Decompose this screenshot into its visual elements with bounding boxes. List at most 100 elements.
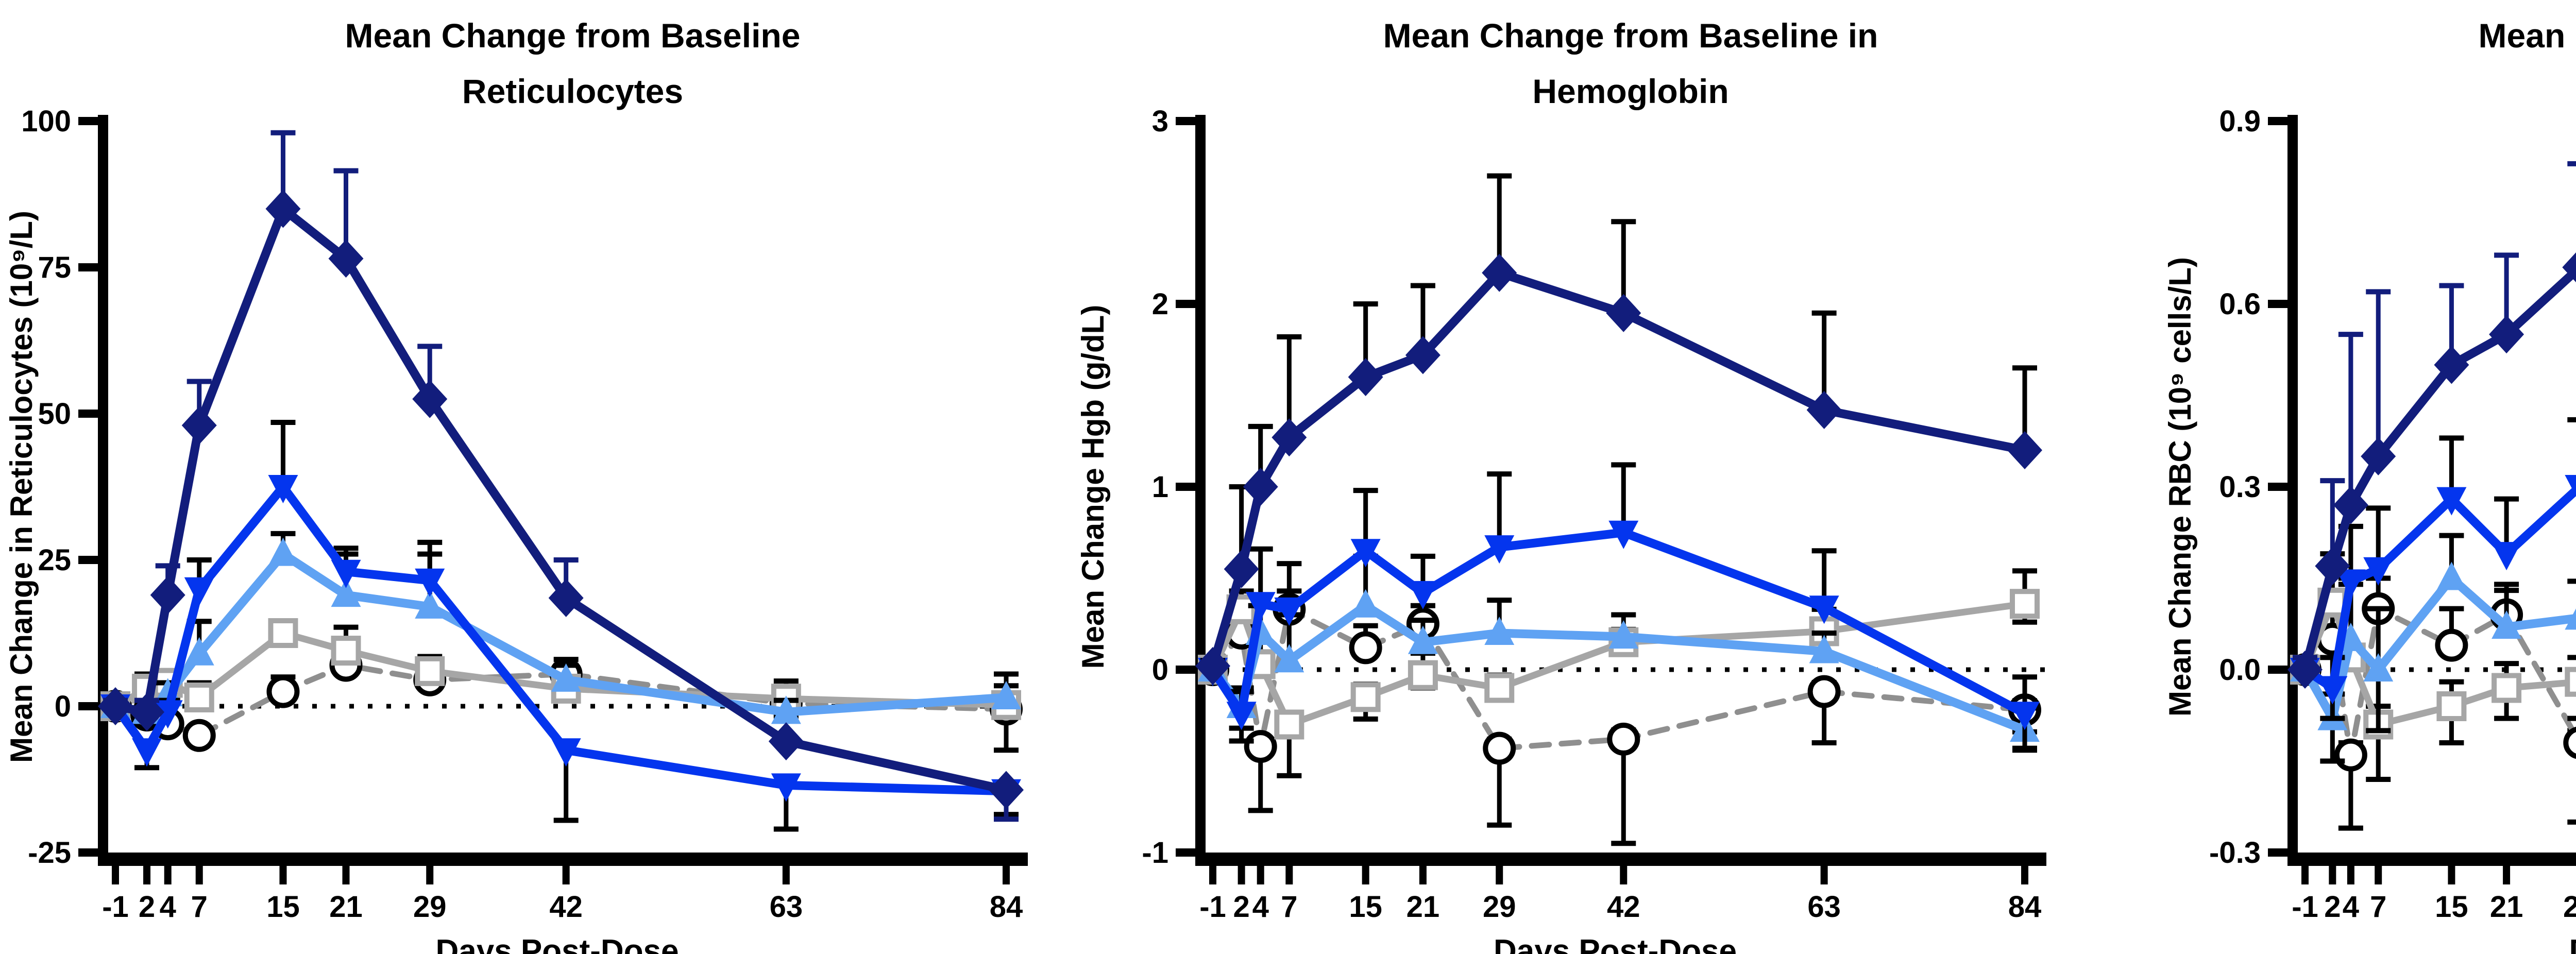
y-tick-label: 2 <box>1152 287 1168 321</box>
data-point-marker-diamond <box>1224 550 1259 588</box>
x-axis-bar <box>98 853 1028 866</box>
x-tick-label: 29 <box>2563 890 2576 924</box>
x-tick <box>1419 866 1427 884</box>
data-point-marker-square <box>331 636 361 666</box>
data-point-marker-diamond <box>412 380 448 418</box>
data-point-marker-diamond <box>2287 651 2323 689</box>
y-tick <box>1176 300 1195 308</box>
y-tick <box>1176 117 1195 125</box>
x-tick-label: 2 <box>1233 890 1249 924</box>
y-tick-label: -0.3 <box>2209 836 2261 870</box>
data-point-marker-circle <box>1244 730 1277 763</box>
data-point-marker-triangle-down <box>2436 487 2467 516</box>
data-point-marker-square <box>2010 589 2040 619</box>
data-point-marker-diamond <box>328 239 364 278</box>
x-tick <box>195 866 203 884</box>
x-tick-label: 21 <box>1406 890 1440 924</box>
data-point-marker-circle <box>1483 731 1516 765</box>
x-tick-label: 84 <box>990 890 1023 924</box>
data-point-marker-triangle-up <box>991 680 1021 709</box>
y-tick-label: -1 <box>1142 836 1168 870</box>
series-4.5-mg-kg <box>98 130 1024 822</box>
data-point-marker-triangle-down <box>551 738 581 767</box>
series-1.5-mg-kg <box>2290 417 2576 721</box>
x-axis-bar <box>2287 853 2576 866</box>
y-tick <box>1176 848 1195 857</box>
data-point-marker-triangle-down <box>1226 702 1257 730</box>
y-tick-label: 0.9 <box>2219 105 2261 138</box>
data-point-marker-square <box>2436 691 2467 721</box>
x-tick-label: 21 <box>2490 890 2523 924</box>
y-tick-label: 100 <box>21 105 71 138</box>
y-axis-spine <box>1195 115 1206 866</box>
y-axis-title: Mean Change Hgb (g/dL) <box>1076 305 1110 669</box>
x-tick-label: 4 <box>160 890 176 924</box>
data-point-marker-triangle-up <box>771 695 801 724</box>
data-point-marker-triangle-down <box>268 475 298 503</box>
data-point-marker-triangle-down <box>1245 592 1276 621</box>
data-point-marker-triangle-down <box>2363 557 2394 586</box>
data-point-marker-triangle-up <box>2363 653 2394 682</box>
data-point-marker-triangle-down <box>1350 539 1381 568</box>
data-point-marker-circle <box>2563 726 2576 759</box>
y-tick-label: 1 <box>1152 470 1168 504</box>
x-tick-label: 2 <box>139 890 155 924</box>
x-tick-label: 7 <box>191 890 208 924</box>
data-point-marker-triangle-up <box>1484 617 1515 645</box>
data-point-marker-diamond <box>2333 486 2368 524</box>
data-point-marker-triangle-down <box>152 700 183 729</box>
data-point-marker-triangle-down <box>331 559 361 588</box>
data-point-marker-square <box>268 618 298 648</box>
series-line <box>1208 528 2029 718</box>
y-tick-label: 0 <box>55 690 71 723</box>
x-tick-label: 15 <box>1349 890 1382 924</box>
data-point-marker-triangle-down <box>1274 597 1304 626</box>
data-point-marker-diamond <box>129 693 165 731</box>
x-tick <box>1257 866 1264 884</box>
x-tick <box>2347 866 2354 884</box>
data-point-marker-triangle-down <box>2317 676 2348 705</box>
x-tick <box>279 866 287 884</box>
data-point-marker-diamond <box>1405 336 1440 374</box>
data-point-marker-triangle-up <box>1608 620 1639 649</box>
x-tick <box>1285 866 1293 884</box>
x-tick <box>112 866 119 884</box>
x-tick-label: 7 <box>1281 890 1297 924</box>
chart-title-line: Mean Change from Baseline <box>2479 16 2576 55</box>
data-point-marker-diamond <box>1806 390 1842 429</box>
y-tick <box>2268 666 2287 674</box>
data-point-marker-diamond <box>1482 253 1517 292</box>
data-point-marker-triangle-down <box>1809 595 1839 624</box>
data-point-marker-triangle-up <box>415 590 445 619</box>
x-axis-title: Days Post-Dose <box>435 933 679 954</box>
y-axis-title: Mean Change RBC (10⁹ cells/L) <box>2163 257 2197 717</box>
data-point-marker-square <box>1350 682 1381 712</box>
series-1.5-mg-kg <box>100 420 1021 832</box>
y-tick <box>78 702 98 710</box>
x-tick <box>2448 866 2455 884</box>
x-tick <box>1209 866 1216 884</box>
x-tick-label: -1 <box>1199 890 1226 924</box>
data-point-marker-circle <box>1607 722 1640 756</box>
data-point-marker-circle <box>1807 675 1841 708</box>
data-point-marker-triangle-up <box>2436 561 2467 590</box>
x-tick-label: 42 <box>1607 890 1640 924</box>
data-point-marker-diamond <box>768 722 804 761</box>
y-tick <box>78 848 98 857</box>
y-tick-label: -25 <box>28 836 71 870</box>
chart-reticulocytes: Mean Change from Baseline Reticulocytes Me… <box>4 16 1028 954</box>
data-point-marker-triangle-down <box>1408 581 1438 609</box>
data-point-marker-diamond <box>2489 315 2524 354</box>
series-line <box>2300 265 2576 674</box>
data-point-marker-triangle-down <box>2335 569 2366 598</box>
x-tick-label: 15 <box>2435 890 2468 924</box>
y-tick <box>2268 483 2287 491</box>
data-point-marker-triangle-down <box>132 738 162 767</box>
x-tick-label: 63 <box>1807 890 1841 924</box>
x-axis-title: Days Post-Dose <box>1494 933 1737 954</box>
x-tick-label: 63 <box>770 890 803 924</box>
x-tick <box>2329 866 2336 884</box>
data-point-marker-triangle-down <box>2010 702 2040 730</box>
data-point-marker-diamond <box>2562 252 2576 283</box>
